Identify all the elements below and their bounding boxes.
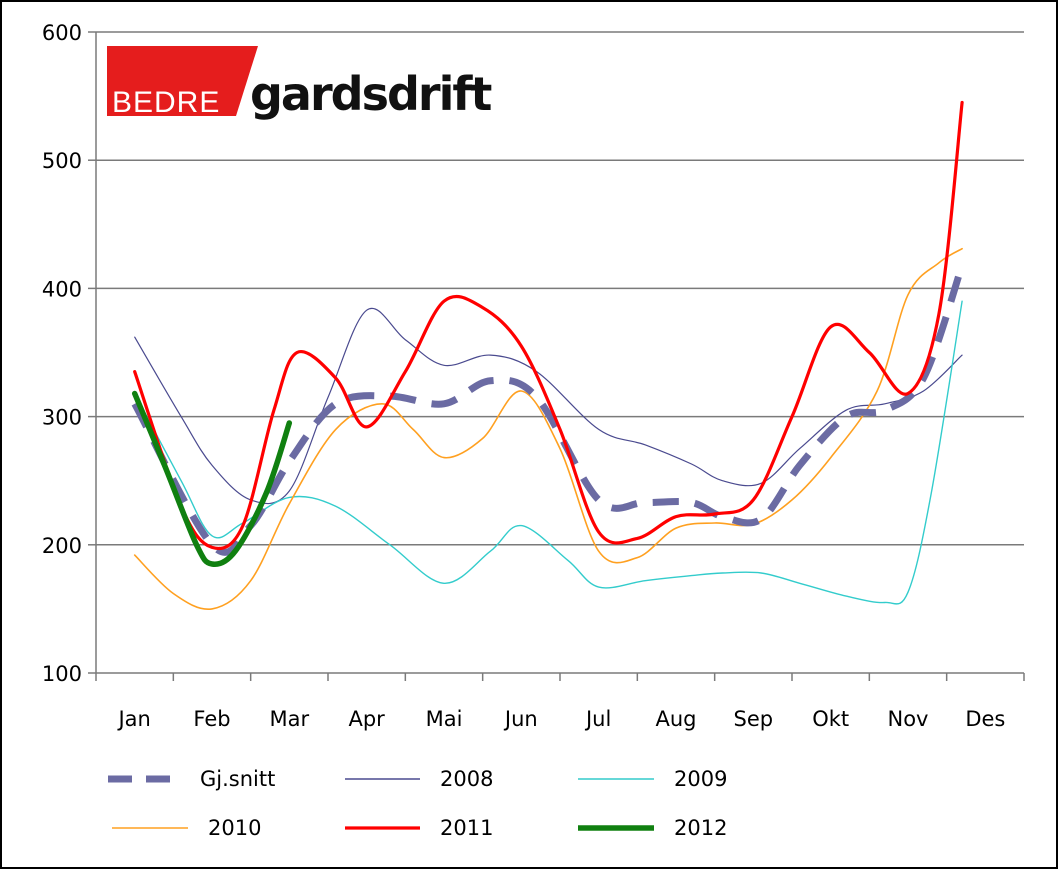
series-line-2012	[131, 390, 293, 567]
x-tick-label: Apr	[348, 707, 385, 731]
x-tick-label: Des	[965, 707, 1005, 731]
series-line-gj-snitt	[131, 264, 966, 556]
x-tick-label: Feb	[193, 707, 230, 731]
legend: Gj.snitt 2008 2009 2010 2011 2012	[108, 767, 727, 840]
x-tick-label: Jun	[503, 707, 538, 731]
legend-label: 2008	[440, 767, 493, 791]
brand-logo: BEDRE gardsdrift	[107, 46, 493, 121]
legend-label: 2012	[674, 816, 727, 840]
legend-label: 2009	[674, 767, 727, 791]
x-tick-labels: Jan Feb Mar Apr Mai Jun Jul Aug Sep Okt Nov Des	[116, 707, 1005, 731]
y-tick-label: 100	[42, 662, 82, 686]
y-tick-label: 600	[42, 21, 82, 45]
legend-label: Gj.snitt	[200, 767, 275, 791]
y-tick-labels: 100 200 300 400 500 600	[42, 21, 82, 686]
series-line-2009	[134, 300, 963, 605]
logo-red-banner	[107, 46, 258, 116]
x-tick-label: Aug	[655, 707, 696, 731]
x-tick-label: Mar	[270, 707, 310, 731]
y-tick-label: 500	[42, 149, 82, 173]
legend-label: 2010	[208, 816, 261, 840]
logo-text-bedre: BEDRE	[112, 86, 220, 119]
series-lines	[131, 100, 966, 611]
logo-text-gardsdrift: gardsdrift	[250, 67, 491, 121]
grid-lines	[96, 31, 1024, 546]
axes	[88, 31, 1025, 681]
x-tick-label: Jan	[116, 707, 150, 731]
y-tick-label: 400	[42, 277, 82, 301]
series-line-2011	[133, 100, 964, 551]
x-tick-label: Okt	[812, 707, 849, 731]
y-tick-label: 300	[42, 406, 82, 430]
legend-label: 2011	[440, 816, 493, 840]
series-line-2010	[133, 247, 963, 611]
x-tick-label: Mai	[426, 707, 463, 731]
x-tick-label: Sep	[734, 707, 774, 731]
x-tick-label: Nov	[888, 707, 929, 731]
y-tick-label: 200	[42, 534, 82, 558]
x-tick-label: Jul	[584, 707, 611, 731]
